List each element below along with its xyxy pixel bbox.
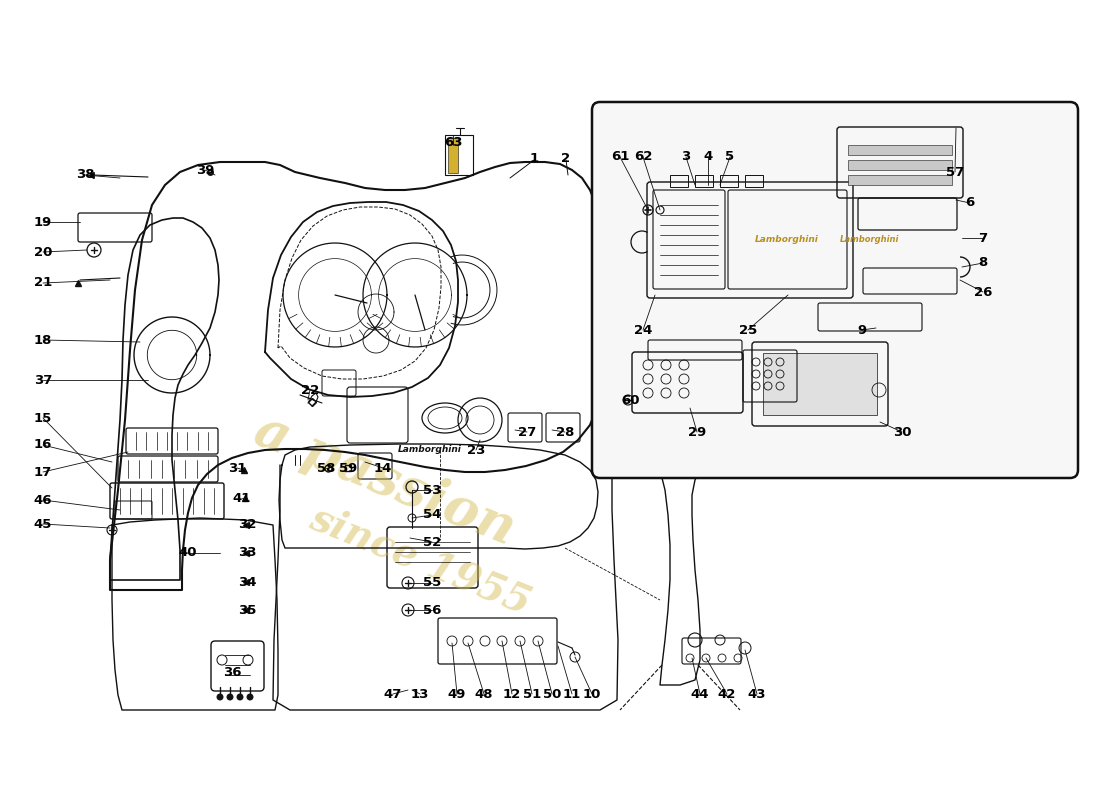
Text: 13: 13	[410, 687, 429, 701]
Bar	[848, 175, 952, 185]
Text: 18: 18	[34, 334, 52, 346]
Text: 34: 34	[238, 575, 256, 589]
Text: 28: 28	[556, 426, 574, 438]
Text: 40: 40	[178, 546, 197, 559]
Bar	[695, 175, 713, 187]
Bar	[670, 175, 688, 187]
Text: 21: 21	[34, 277, 52, 290]
Text: 15: 15	[34, 411, 52, 425]
Bar	[720, 175, 738, 187]
Text: 35: 35	[238, 603, 256, 617]
Text: 33: 33	[238, 546, 256, 559]
Text: 43: 43	[748, 687, 767, 701]
Text: 23: 23	[466, 443, 485, 457]
Text: 49: 49	[448, 687, 466, 701]
Text: 46: 46	[34, 494, 53, 506]
Text: a passion: a passion	[248, 405, 522, 555]
Text: 4: 4	[703, 150, 713, 163]
Text: 26: 26	[974, 286, 992, 298]
Text: 55: 55	[422, 577, 441, 590]
Text: 10: 10	[583, 687, 602, 701]
Text: Lamborghini: Lamborghini	[398, 446, 462, 454]
Text: 62: 62	[634, 150, 652, 163]
Text: 17: 17	[34, 466, 52, 478]
Text: 52: 52	[422, 535, 441, 549]
Text: 5: 5	[725, 150, 735, 163]
Text: Lamborghini: Lamborghini	[840, 235, 900, 245]
Circle shape	[227, 694, 233, 700]
Text: 36: 36	[222, 666, 241, 678]
Circle shape	[217, 694, 223, 700]
Text: 51: 51	[522, 687, 541, 701]
Text: 11: 11	[563, 687, 581, 701]
Text: 54: 54	[422, 509, 441, 522]
Text: 14: 14	[374, 462, 393, 474]
Text: 37: 37	[34, 374, 52, 386]
Text: 22: 22	[301, 383, 319, 397]
Circle shape	[236, 694, 243, 700]
FancyBboxPatch shape	[592, 102, 1078, 478]
Text: 8: 8	[978, 257, 988, 270]
Text: 47: 47	[384, 687, 403, 701]
Text: 58: 58	[317, 462, 336, 474]
Bar	[448, 138, 458, 173]
Text: 48: 48	[475, 687, 493, 701]
Text: 29: 29	[688, 426, 706, 438]
Text: 60: 60	[620, 394, 639, 406]
Bar	[848, 145, 952, 155]
Text: 19: 19	[34, 215, 52, 229]
Text: 63: 63	[443, 137, 462, 150]
Text: 53: 53	[422, 483, 441, 497]
Text: 32: 32	[238, 518, 256, 531]
Text: 16: 16	[34, 438, 52, 451]
Text: Lamborghini: Lamborghini	[755, 235, 818, 245]
Bar	[848, 160, 952, 170]
Text: 56: 56	[422, 603, 441, 617]
Text: 7: 7	[978, 231, 988, 245]
Text: 6: 6	[966, 197, 975, 210]
Text: 12: 12	[503, 687, 521, 701]
Text: 24: 24	[634, 323, 652, 337]
Text: 42: 42	[718, 687, 736, 701]
Text: 9: 9	[857, 323, 867, 337]
Text: 2: 2	[561, 151, 571, 165]
Text: 45: 45	[34, 518, 52, 530]
Bar	[745, 175, 763, 187]
Text: 31: 31	[228, 462, 246, 474]
Text: 57: 57	[946, 166, 964, 178]
Bar	[446, 135, 473, 175]
Text: 1: 1	[529, 151, 539, 165]
Text: 44: 44	[691, 687, 710, 701]
Text: 39: 39	[196, 163, 214, 177]
Text: 25: 25	[739, 323, 757, 337]
Text: 27: 27	[518, 426, 536, 438]
Text: since 1955: since 1955	[304, 498, 536, 622]
Text: 41: 41	[233, 491, 251, 505]
Text: 59: 59	[339, 462, 358, 474]
Circle shape	[248, 694, 253, 700]
Bar	[763, 353, 877, 415]
Text: 50: 50	[542, 687, 561, 701]
Text: 20: 20	[34, 246, 52, 258]
Text: 38: 38	[76, 169, 95, 182]
Text: 30: 30	[893, 426, 911, 438]
Text: 61: 61	[610, 150, 629, 163]
Text: 3: 3	[681, 150, 691, 163]
